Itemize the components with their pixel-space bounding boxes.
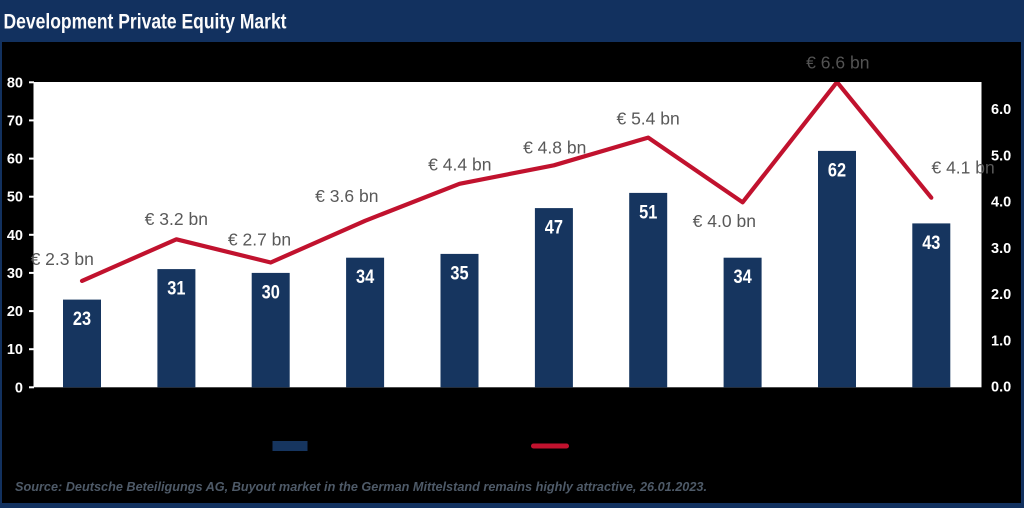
svg-text:40: 40	[7, 228, 23, 244]
svg-text:35: 35	[450, 263, 469, 284]
svg-text:€ 3.6 bn: € 3.6 bn	[315, 186, 378, 206]
svg-text:30: 30	[7, 266, 23, 282]
svg-text:34: 34	[734, 267, 753, 288]
svg-text:Source: Deutsche Beteiligungs: Source: Deutsche Beteiligungs AG, Buyout…	[15, 479, 707, 494]
svg-text:31: 31	[167, 279, 186, 300]
svg-text:2.0: 2.0	[991, 287, 1011, 303]
svg-text:30: 30	[262, 282, 280, 303]
svg-text:4.0: 4.0	[991, 195, 1011, 211]
svg-text:€ 5.4 bn: € 5.4 bn	[616, 109, 679, 129]
svg-text:43: 43	[922, 233, 940, 254]
svg-text:0.0: 0.0	[991, 380, 1011, 396]
svg-text:50: 50	[7, 190, 23, 206]
svg-text:23: 23	[73, 309, 91, 330]
svg-text:€ 3.2 bn: € 3.2 bn	[145, 209, 208, 229]
svg-text:80: 80	[7, 75, 23, 91]
svg-text:6.0: 6.0	[991, 102, 1011, 118]
svg-text:€ 2.3 bn: € 2.3 bn	[31, 249, 94, 269]
svg-text:€ 4.8 bn: € 4.8 bn	[523, 138, 586, 158]
svg-text:€ 4.0 bn: € 4.0 bn	[693, 211, 756, 231]
svg-text:€ 6.6 bn: € 6.6 bn	[806, 52, 869, 72]
svg-text:62: 62	[828, 160, 846, 181]
svg-text:20: 20	[7, 304, 23, 320]
svg-text:70: 70	[7, 113, 23, 129]
svg-text:Development Private Equity Mar: Development Private Equity Markt	[4, 10, 287, 34]
svg-text:47: 47	[545, 218, 563, 239]
svg-text:10: 10	[7, 342, 23, 358]
svg-text:0: 0	[15, 380, 23, 396]
svg-text:1.0: 1.0	[991, 333, 1011, 349]
svg-text:60: 60	[7, 152, 23, 168]
svg-text:€ 2.7 bn: € 2.7 bn	[228, 229, 291, 249]
svg-text:€ 4.1 bn: € 4.1 bn	[931, 158, 994, 178]
svg-text:51: 51	[639, 202, 658, 223]
svg-text:€ 4.4 bn: € 4.4 bn	[428, 154, 491, 174]
svg-text:34: 34	[356, 267, 375, 288]
svg-text:5.0: 5.0	[991, 148, 1011, 164]
svg-text:3.0: 3.0	[991, 241, 1011, 257]
